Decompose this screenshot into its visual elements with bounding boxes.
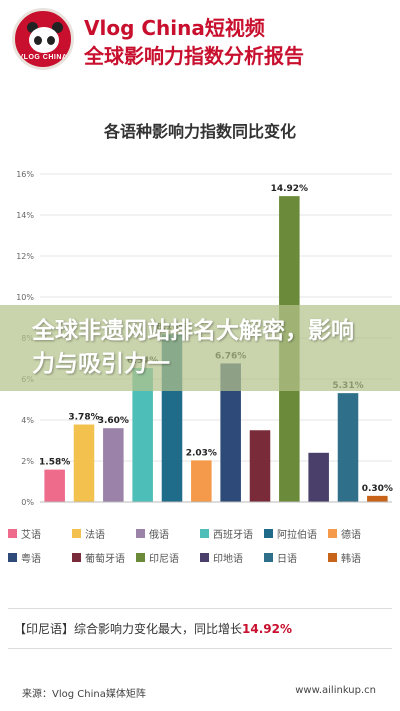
- panda-eye-right: [47, 36, 55, 45]
- legend-swatch: [136, 553, 145, 562]
- bar-4[interactable]: [132, 367, 153, 502]
- chart-title: 各语种影响力指数同比变化: [103, 122, 296, 141]
- legend-item: 韩语: [328, 550, 361, 565]
- summary-text: 【印尼语】综合影响力变化最大，同比增长: [14, 622, 243, 636]
- headline-overlay-text: 全球非遗网站排名大解密，影响力与吸引力一: [32, 318, 354, 377]
- headline-overlay-banner[interactable]: 全球非遗网站排名大解密，影响力与吸引力一: [0, 305, 400, 391]
- legend-swatch: [328, 553, 337, 562]
- legend-label: 日语: [277, 554, 297, 565]
- legend-swatch: [72, 529, 81, 538]
- bar-value-label: 3.78%: [68, 413, 99, 423]
- legend-item: 法语: [72, 526, 105, 541]
- divider-top: [8, 608, 392, 609]
- legend-swatch: [136, 529, 145, 538]
- vlog-china-logo: VLOG CHINA: [12, 8, 74, 70]
- legend-swatch: [72, 553, 81, 562]
- y-tick-label: 4%: [21, 416, 34, 425]
- legend-label: 印地语: [213, 554, 243, 565]
- legend-label: 西班牙语: [213, 530, 253, 541]
- legend-swatch: [328, 529, 337, 538]
- logo-wordmark: VLOG CHINA: [18, 54, 68, 61]
- bar-6[interactable]: [191, 460, 212, 502]
- legend-label: 俄语: [149, 530, 169, 541]
- legend-label: 粤语: [21, 554, 41, 565]
- report-title-line2: 全球影响力指数分析报告: [84, 44, 304, 68]
- legend-label: 艾语: [21, 530, 41, 541]
- y-tick-label: 10%: [16, 293, 34, 302]
- bar-1[interactable]: [44, 469, 65, 502]
- bar-10[interactable]: [308, 452, 329, 502]
- divider-bottom: [8, 648, 392, 649]
- panda-ear-left: [27, 22, 38, 33]
- legend-label: 葡萄牙语: [85, 554, 125, 565]
- bar-value-label: 1.58%: [39, 458, 70, 468]
- summary-highlight: 14.92%: [242, 622, 292, 636]
- source-url[interactable]: www.ailinkup.cn: [295, 685, 376, 696]
- summary-line: 【印尼语】综合影响力变化最大，同比增长14.92%: [14, 620, 292, 637]
- legend-item: 俄语: [136, 526, 169, 541]
- panda-ear-right: [52, 22, 63, 33]
- legend-swatch: [200, 553, 209, 562]
- legend-item: 德语: [328, 526, 361, 541]
- legend-item: 葡萄牙语: [72, 550, 125, 565]
- bar-value-label: 0.30%: [362, 484, 393, 494]
- legend-item: 印地语: [200, 550, 243, 565]
- bar-2[interactable]: [73, 424, 95, 502]
- legend-item: 粤语: [8, 550, 41, 565]
- y-tick-label: 16%: [16, 170, 34, 179]
- legend-swatch: [8, 529, 17, 538]
- source-note: 来源：Vlog China媒体矩阵: [22, 689, 146, 700]
- y-tick-label: 2%: [21, 457, 34, 466]
- bar-3[interactable]: [103, 428, 124, 502]
- legend-label: 印尼语: [149, 554, 179, 565]
- legend-label: 法语: [85, 530, 105, 541]
- legend-swatch: [264, 529, 273, 538]
- legend-swatch: [200, 529, 209, 538]
- report-title-line1: Vlog China短视频: [84, 16, 265, 40]
- panda-eye-left: [34, 36, 42, 45]
- bar-11[interactable]: [337, 393, 359, 502]
- bar-value-label: 3.60%: [98, 416, 129, 426]
- bar-12[interactable]: [367, 495, 388, 502]
- bar-value-label: 14.92%: [271, 184, 309, 194]
- y-tick-label: 14%: [16, 211, 34, 220]
- legend-item: 西班牙语: [200, 526, 253, 541]
- legend-item: 印尼语: [136, 550, 179, 565]
- legend-label: 韩语: [341, 554, 361, 565]
- bar-7[interactable]: [220, 363, 241, 502]
- y-tick-label: 0%: [21, 498, 34, 507]
- legend-item: 阿拉伯语: [264, 526, 317, 541]
- legend-swatch: [8, 553, 17, 562]
- legend-item: 日语: [264, 550, 297, 565]
- bar-8[interactable]: [249, 430, 271, 502]
- legend-swatch: [264, 553, 273, 562]
- legend-item: 艾语: [8, 526, 41, 541]
- y-tick-label: 12%: [16, 252, 34, 261]
- bar-value-label: 2.03%: [186, 448, 217, 458]
- legend-label: 阿拉伯语: [277, 530, 317, 541]
- legend-label: 德语: [341, 530, 361, 541]
- report-header: VLOG CHINA Vlog China短视频 全球影响力指数分析报告: [0, 0, 400, 84]
